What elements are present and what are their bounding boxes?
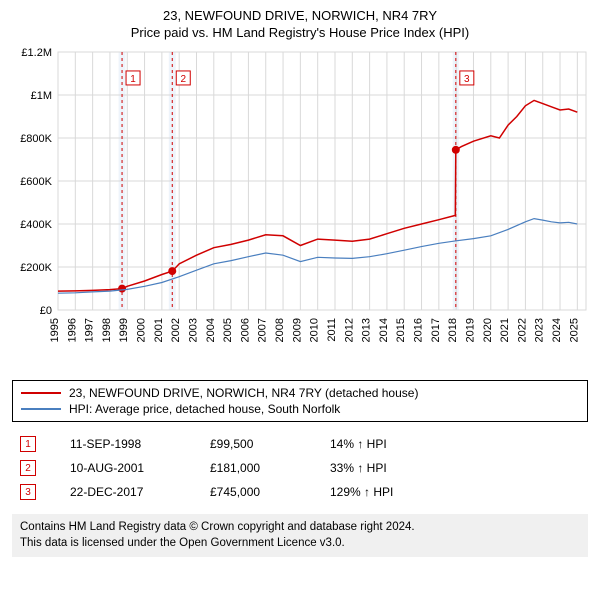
chart-svg: £0 £200K £400K £600K £800K £1M £1.2M 1995 1996 19…: [12, 48, 588, 368]
sale-row-3: 3 22-DEC-2017 £745,000 129% ↑ HPI: [12, 480, 588, 504]
svg-text:2003: 2003: [187, 318, 199, 342]
svg-text:2015: 2015: [395, 318, 407, 342]
chart-plot-area: £0 £200K £400K £600K £800K £1M £1.2M 1995 1996 19…: [12, 48, 588, 368]
svg-text:1998: 1998: [101, 318, 113, 342]
legend-label-2: HPI: Average price, detached house, Sout…: [69, 402, 340, 416]
svg-text:1: 1: [130, 74, 136, 85]
svg-text:2025: 2025: [568, 318, 580, 342]
attribution-line-1: Contains HM Land Registry data © Crown c…: [20, 520, 580, 536]
svg-text:2021: 2021: [499, 318, 511, 342]
svg-text:2014: 2014: [378, 318, 390, 342]
chart-container: 23, NEWFOUND DRIVE, NORWICH, NR4 7RY Pri…: [0, 0, 600, 565]
svg-text:2002: 2002: [170, 318, 182, 342]
sale-row-1: 1 11-SEP-1998 £99,500 14% ↑ HPI: [12, 432, 588, 456]
svg-text:2019: 2019: [464, 318, 476, 342]
svg-text:2022: 2022: [516, 318, 528, 342]
svg-text:1996: 1996: [66, 318, 78, 342]
svg-text:2011: 2011: [326, 318, 338, 342]
svg-text:2012: 2012: [343, 318, 355, 342]
svg-text:2006: 2006: [239, 318, 251, 342]
attribution-box: Contains HM Land Registry data © Crown c…: [12, 514, 588, 557]
svg-text:2018: 2018: [447, 318, 459, 342]
svg-text:2004: 2004: [205, 318, 217, 342]
sale-pct-2: 33% ↑ HPI: [330, 461, 450, 475]
sale-pct-1: 14% ↑ HPI: [330, 437, 450, 451]
chart-title: 23, NEWFOUND DRIVE, NORWICH, NR4 7RY: [12, 8, 588, 23]
svg-text:2013: 2013: [361, 318, 373, 342]
svg-text:1997: 1997: [84, 318, 96, 342]
legend-item-2: HPI: Average price, detached house, Sout…: [21, 401, 579, 417]
legend-swatch-2: [21, 408, 61, 410]
svg-text:£200K: £200K: [20, 262, 52, 274]
svg-text:£600K: £600K: [20, 176, 52, 188]
chart-subtitle: Price paid vs. HM Land Registry's House …: [12, 25, 588, 40]
svg-text:£800K: £800K: [20, 133, 52, 145]
svg-text:2000: 2000: [136, 318, 148, 342]
svg-text:2016: 2016: [413, 318, 425, 342]
sale-price-3: £745,000: [210, 485, 330, 499]
sale-date-2: 10-AUG-2001: [70, 461, 210, 475]
svg-text:2: 2: [180, 74, 186, 85]
svg-text:2010: 2010: [309, 318, 321, 342]
svg-text:2007: 2007: [257, 318, 269, 342]
svg-text:£1M: £1M: [31, 90, 52, 102]
sale-price-1: £99,500: [210, 437, 330, 451]
svg-text:£0: £0: [40, 305, 52, 317]
sale-marker-1: 1: [20, 436, 36, 452]
legend-item-1: 23, NEWFOUND DRIVE, NORWICH, NR4 7RY (de…: [21, 385, 579, 401]
svg-text:£1.2M: £1.2M: [21, 48, 52, 59]
svg-text:1999: 1999: [118, 318, 130, 342]
svg-text:£400K: £400K: [20, 219, 52, 231]
sale-date-1: 11-SEP-1998: [70, 437, 210, 451]
legend-label-1: 23, NEWFOUND DRIVE, NORWICH, NR4 7RY (de…: [69, 386, 418, 400]
svg-text:2009: 2009: [291, 318, 303, 342]
sale-date-3: 22-DEC-2017: [70, 485, 210, 499]
sale-marker-2: 2: [20, 460, 36, 476]
svg-text:2024: 2024: [551, 318, 563, 342]
svg-text:1995: 1995: [49, 318, 61, 342]
sale-row-2: 2 10-AUG-2001 £181,000 33% ↑ HPI: [12, 456, 588, 480]
legend-box: 23, NEWFOUND DRIVE, NORWICH, NR4 7RY (de…: [12, 380, 588, 422]
svg-text:2023: 2023: [534, 318, 546, 342]
svg-text:3: 3: [464, 74, 470, 85]
svg-text:2020: 2020: [482, 318, 494, 342]
svg-text:2005: 2005: [222, 318, 234, 342]
sale-marker-3: 3: [20, 484, 36, 500]
svg-text:2008: 2008: [274, 318, 286, 342]
svg-text:2001: 2001: [153, 318, 165, 342]
sale-table: 1 11-SEP-1998 £99,500 14% ↑ HPI 2 10-AUG…: [12, 432, 588, 504]
sale-price-2: £181,000: [210, 461, 330, 475]
svg-text:2017: 2017: [430, 318, 442, 342]
legend-swatch-1: [21, 392, 61, 394]
sale-pct-3: 129% ↑ HPI: [330, 485, 450, 499]
attribution-line-2: This data is licensed under the Open Gov…: [20, 536, 580, 552]
